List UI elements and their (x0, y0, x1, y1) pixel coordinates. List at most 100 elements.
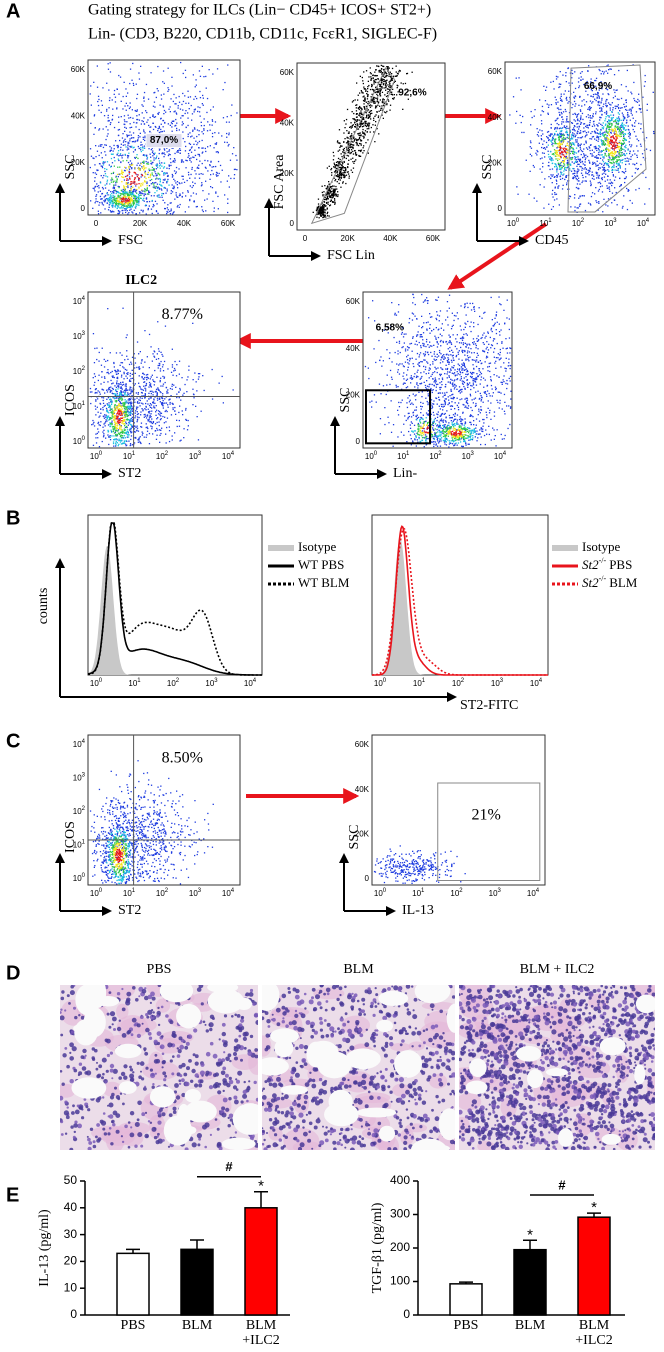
event-dot (561, 130, 563, 132)
event-dot (352, 153, 355, 155)
event-dot (122, 207, 124, 209)
event-dot (211, 368, 213, 371)
event-dot (197, 106, 199, 108)
event-dot (555, 151, 557, 154)
event-dot (605, 133, 607, 136)
event-dot (143, 147, 145, 149)
event-dot (171, 173, 173, 176)
event-dot (175, 97, 177, 99)
event-dot (329, 195, 331, 197)
event-dot (607, 132, 609, 134)
event-dot (187, 419, 189, 422)
event-dot (613, 132, 615, 134)
event-dot (151, 163, 153, 165)
event-dot (532, 164, 534, 167)
event-dot (113, 93, 115, 95)
event-dot (150, 195, 153, 197)
event-dot (334, 203, 336, 205)
event-dot (565, 156, 567, 158)
event-dot (591, 192, 594, 194)
event-dot (389, 87, 391, 89)
event-dot (347, 147, 350, 149)
event-dot (359, 126, 361, 128)
event-dot (95, 198, 97, 200)
event-dot (558, 146, 560, 148)
event-dot (126, 121, 128, 123)
event-dot (607, 137, 609, 139)
event-dot (555, 75, 558, 78)
event-dot (382, 99, 384, 101)
event-dot (127, 203, 129, 205)
event-dot (576, 175, 579, 177)
event-dot (388, 75, 390, 77)
event-dot (557, 107, 559, 109)
event-dot (222, 117, 225, 119)
event-dot (624, 154, 626, 157)
event-dot (162, 405, 164, 407)
event-dot (145, 406, 147, 408)
event-dot (135, 189, 138, 191)
event-dot (339, 158, 341, 161)
event-dot (373, 131, 375, 133)
event-dot (584, 104, 586, 106)
event-dot (106, 161, 109, 163)
event-dot (568, 100, 570, 103)
event-dot (580, 118, 582, 120)
event-dot (164, 187, 166, 189)
event-dot (325, 201, 328, 204)
event-dot (362, 147, 364, 149)
event-dot (127, 358, 129, 360)
event-dot (227, 202, 229, 204)
event-dot (571, 142, 573, 144)
event-dot (129, 206, 131, 208)
event-dot (133, 84, 135, 86)
event-dot (332, 195, 334, 197)
event-dot (379, 92, 381, 94)
event-dot (189, 96, 192, 98)
event-dot (556, 168, 558, 170)
event-dot (539, 184, 541, 186)
event-dot (107, 371, 109, 373)
event-dot (345, 169, 347, 172)
event-dot (351, 146, 353, 148)
event-dot (613, 158, 615, 160)
event-dot (130, 397, 132, 399)
event-dot (162, 383, 165, 385)
event-dot (121, 171, 123, 174)
event-dot (558, 86, 560, 89)
event-dot (562, 133, 564, 135)
event-dot (620, 119, 622, 121)
event-dot (312, 211, 314, 213)
event-dot (124, 209, 126, 211)
event-dot (111, 177, 113, 179)
event-dot (577, 81, 580, 83)
event-dot (134, 172, 136, 174)
event-dot (593, 151, 595, 153)
event-dot (109, 197, 111, 199)
event-dot (140, 182, 142, 185)
event-dot (541, 146, 543, 149)
event-dot (338, 161, 340, 163)
event-dot (553, 154, 555, 156)
event-dot (136, 118, 138, 121)
event-dot (144, 175, 146, 177)
event-dot (92, 187, 94, 189)
event-dot (126, 134, 128, 136)
event-dot (151, 212, 153, 215)
event-dot (577, 156, 579, 158)
event-dot (333, 166, 335, 168)
event-dot (385, 80, 387, 82)
event-dot (566, 130, 568, 132)
event-dot (360, 139, 362, 141)
event-dot (597, 101, 599, 103)
event-dot (622, 139, 624, 141)
event-dot (613, 148, 615, 150)
event-dot (171, 191, 174, 193)
event-dot (564, 178, 566, 181)
event-dot (617, 156, 619, 158)
event-dot (175, 124, 177, 127)
event-dot (112, 199, 114, 201)
event-dot (589, 100, 592, 102)
event-dot (144, 191, 146, 193)
event-dot (107, 120, 109, 122)
